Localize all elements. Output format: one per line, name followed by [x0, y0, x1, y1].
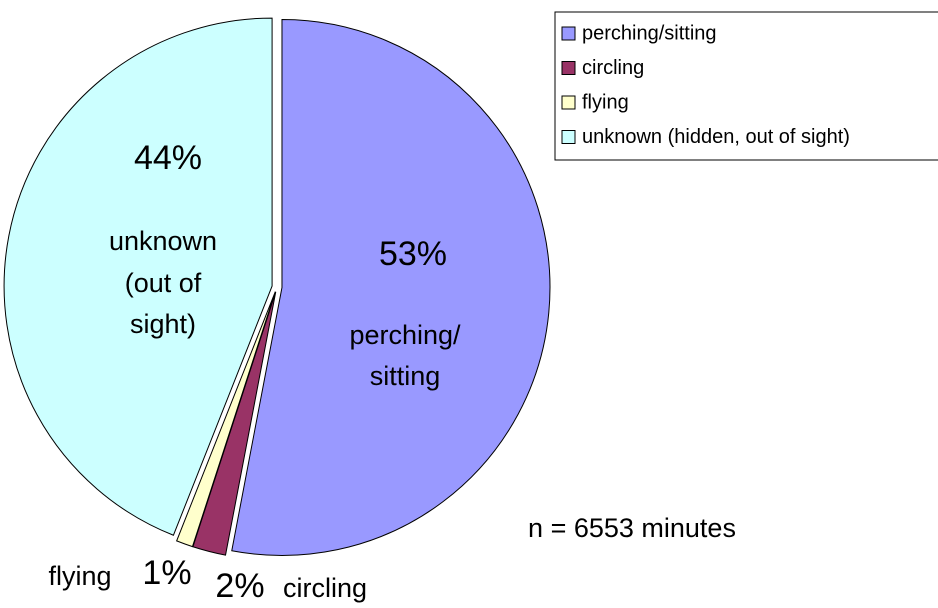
- pie-slice: [3, 17, 273, 536]
- value-label: 44%: [134, 139, 202, 177]
- value-label: 53%: [379, 235, 447, 273]
- slice-label: (out of: [125, 268, 202, 298]
- value-label: 2%: [215, 567, 264, 605]
- legend-label: perching/sitting: [582, 22, 717, 44]
- pie-slice: [231, 18, 551, 556]
- annotation: n = 6553 minutes: [528, 513, 736, 543]
- slice-label: unknown: [109, 226, 217, 256]
- value-label: 1%: [142, 554, 191, 592]
- slice-label: circling: [283, 573, 367, 603]
- slice-label: sight): [130, 309, 196, 339]
- legend-box: [554, 11, 938, 161]
- legend-swatch: [561, 26, 576, 41]
- legend-label: flying: [582, 91, 629, 113]
- legend-swatch: [561, 95, 576, 110]
- slice-label: sitting: [370, 361, 441, 391]
- legend-label: unknown (hidden, out of sight): [582, 126, 850, 148]
- legend-label: circling: [582, 57, 644, 79]
- legend-swatch: [561, 130, 576, 144]
- pie-slice: [176, 291, 276, 548]
- slice-label: perching/: [349, 320, 461, 350]
- slice-label: flying: [48, 561, 111, 591]
- legend-swatch: [561, 61, 576, 75]
